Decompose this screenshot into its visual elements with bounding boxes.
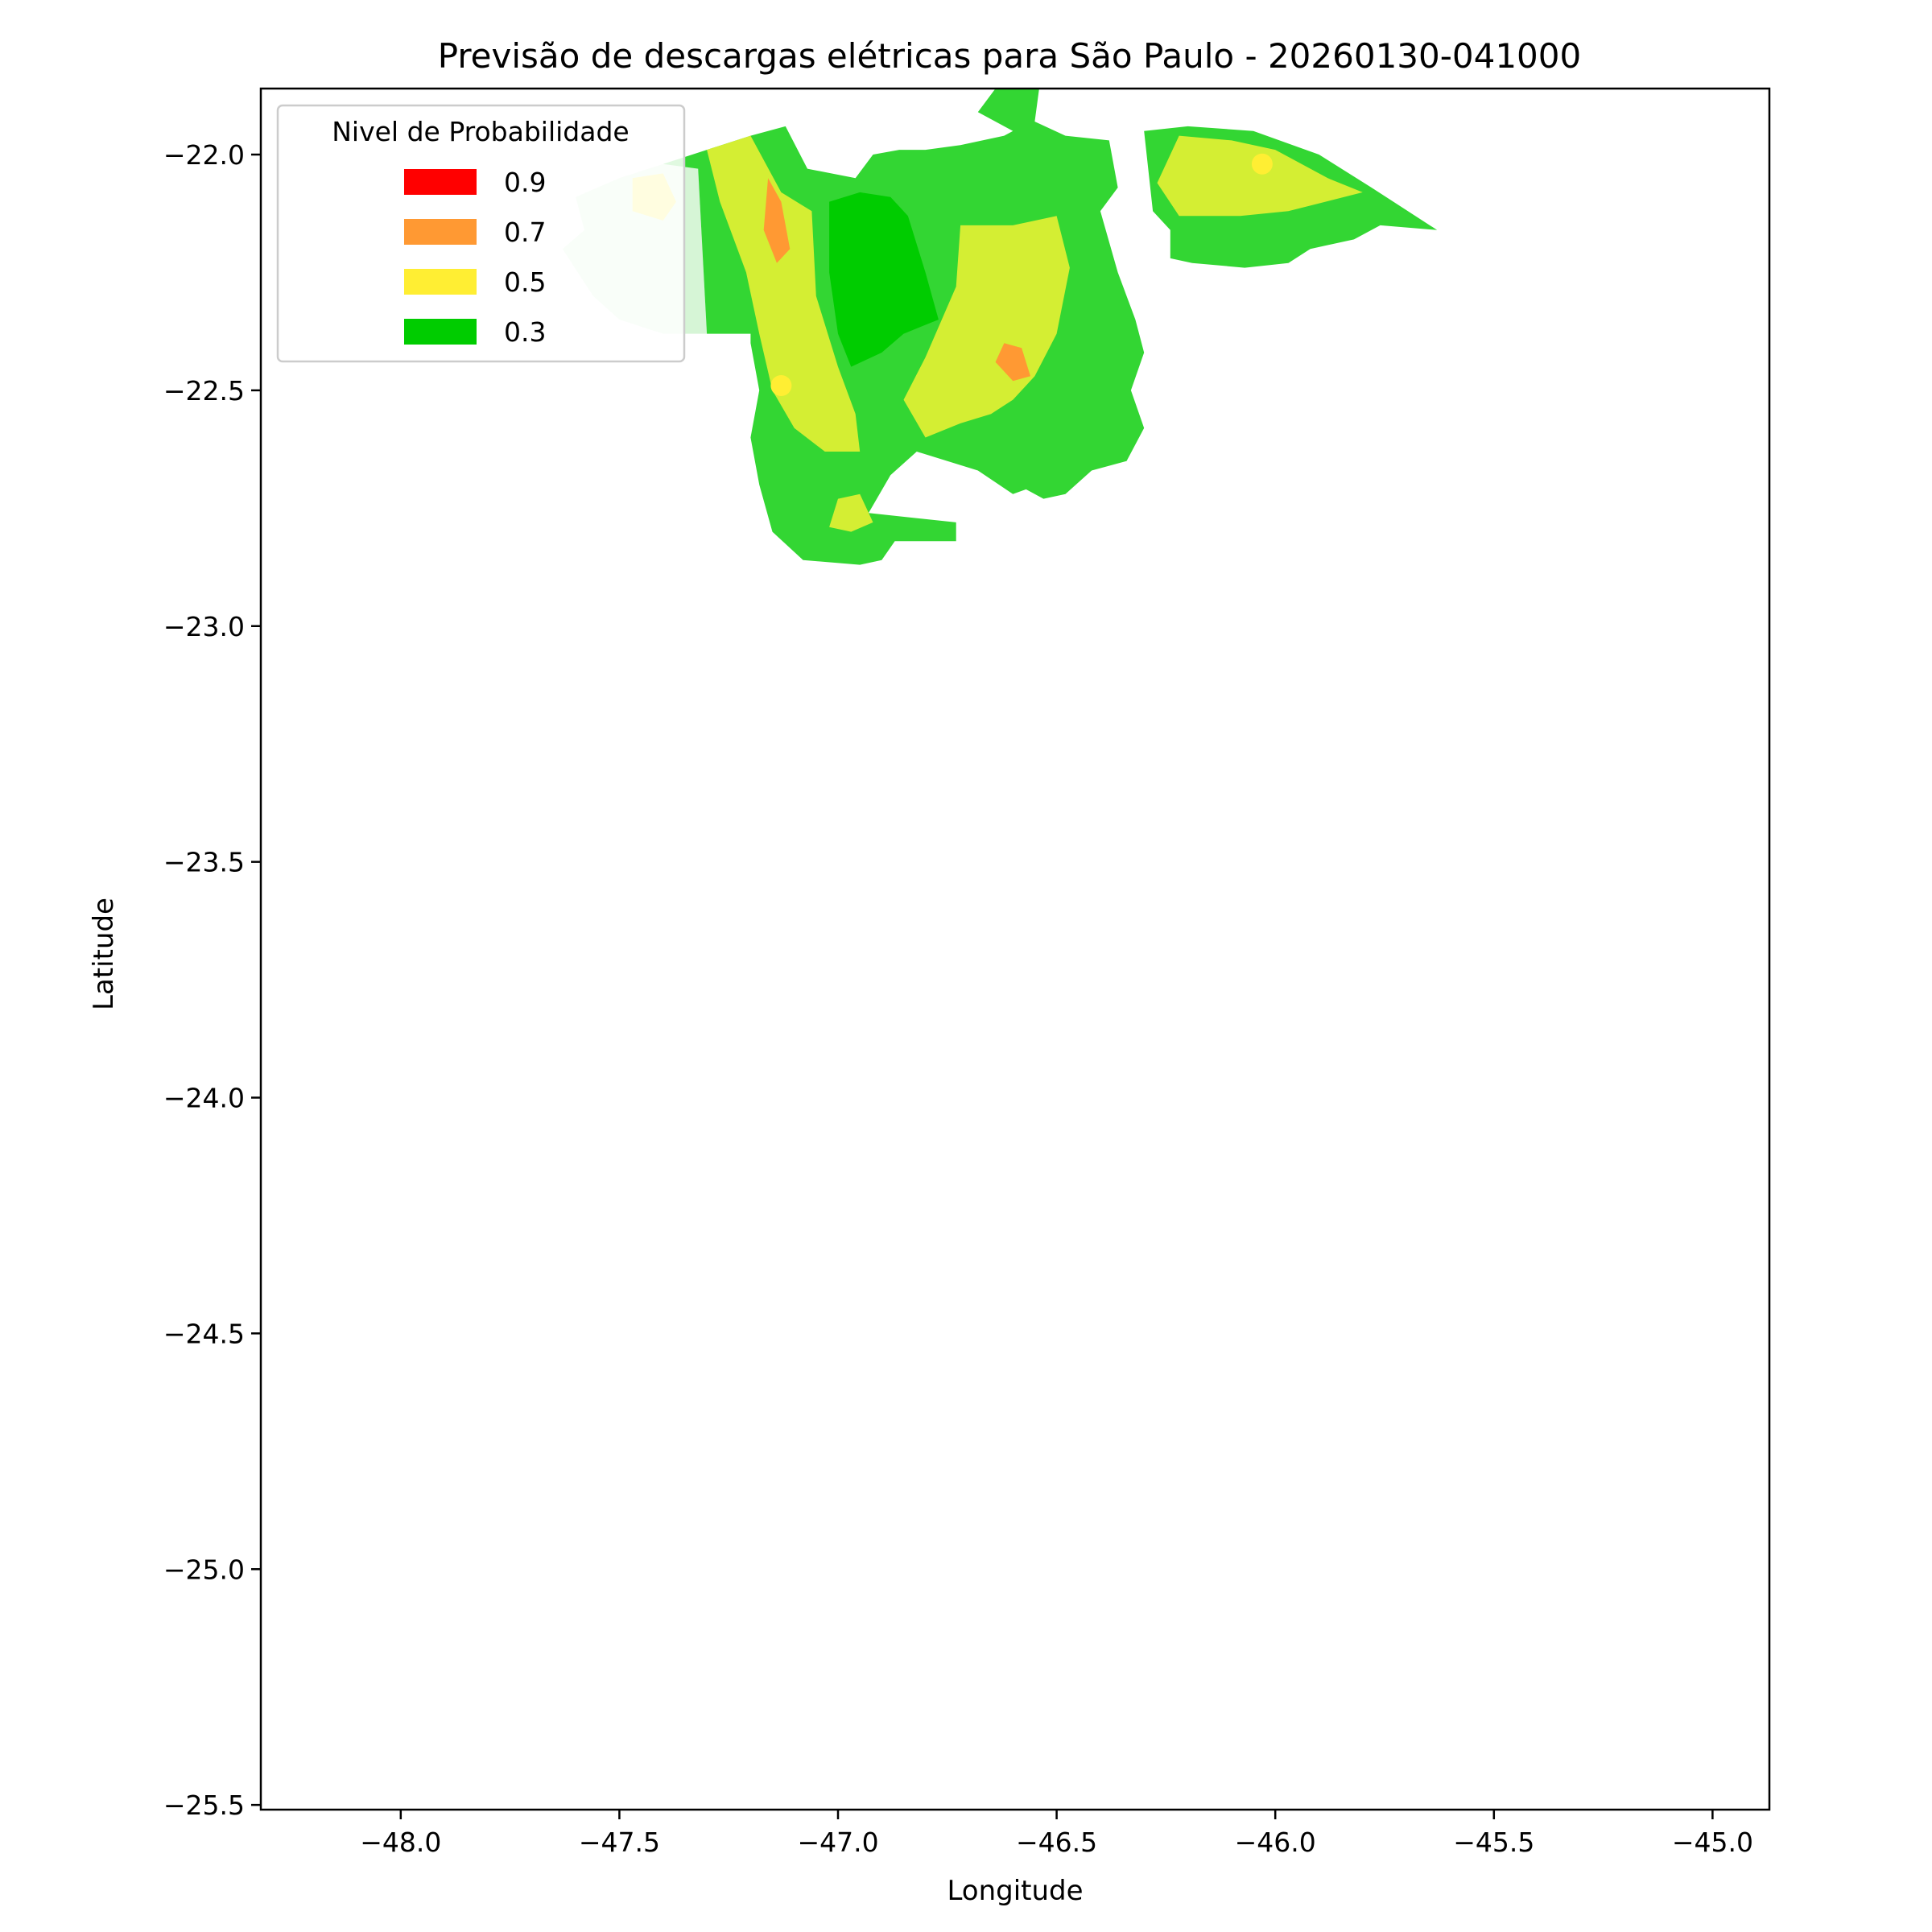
legend-frame	[276, 104, 686, 363]
x-tick-label-0: −48.0	[360, 1827, 441, 1858]
y-axis: −22.0 −22.5 −23.0 −23.5 −24.0 −24.5 −25.0 −25.5	[163, 139, 261, 1821]
legend-swatch-1	[404, 219, 477, 245]
probability-marker-1	[1251, 153, 1273, 175]
probability-marker-0	[770, 375, 792, 396]
legend-label-1: 0.7	[504, 217, 546, 248]
y-tick-label-0: −22.0	[163, 139, 245, 171]
x-axis: −48.0 −47.5 −47.0 −46.5 −46.0 −45.5 −45.0	[360, 1810, 1753, 1858]
x-tick-label-4: −46.0	[1235, 1827, 1316, 1858]
x-axis-label: Longitude	[947, 1875, 1083, 1907]
plot-frame	[259, 87, 1771, 1811]
legend-label-0: 0.9	[504, 167, 546, 198]
y-tick-label-1: −22.5	[163, 375, 245, 407]
legend-swatch-3	[404, 319, 477, 345]
x-tick-label-3: −46.5	[1016, 1827, 1097, 1858]
region-level-0_4-4	[903, 216, 1070, 438]
y-tick-label-5: −24.5	[163, 1318, 245, 1349]
legend-title: Nivel de Probabilidade	[332, 116, 629, 147]
chart-title: Previsão de descargas elétricas para São…	[438, 36, 1581, 76]
y-axis-label: Latitude	[88, 898, 120, 1010]
legend: Nivel de Probabilidade 0.9 0.7 0.5 0.3	[276, 104, 686, 363]
plot-area	[259, 87, 1771, 1811]
y-tick-label-3: −23.5	[163, 847, 245, 878]
legend-swatch-0	[404, 169, 477, 195]
region-level-0_7-10	[995, 343, 1030, 382]
x-tick-label-2: −47.0	[797, 1827, 878, 1858]
legend-swatch-2	[404, 269, 477, 295]
x-tick-label-6: −45.0	[1672, 1827, 1753, 1858]
region-level-0_4-6	[829, 493, 873, 532]
y-tick-label-2: −23.0	[163, 611, 245, 642]
y-tick-label-4: −24.0	[163, 1083, 245, 1114]
legend-entries: 0.9 0.7 0.5 0.3	[404, 167, 546, 348]
x-tick-label-1: −47.5	[579, 1827, 660, 1858]
y-tick-label-6: −25.0	[163, 1554, 245, 1585]
region-level-0_4-3	[707, 135, 861, 452]
x-tick-label-5: −45.5	[1453, 1827, 1534, 1858]
region-level-0_3-7	[829, 192, 939, 367]
probability-markers	[770, 153, 1273, 396]
region-level-0_4-5	[1157, 135, 1363, 217]
legend-label-3: 0.3	[504, 316, 546, 348]
region-level-0_7-9	[763, 178, 791, 263]
probability-regions	[562, 89, 1438, 565]
legend-label-2: 0.5	[504, 266, 546, 298]
y-tick-label-7: −25.5	[163, 1790, 245, 1821]
